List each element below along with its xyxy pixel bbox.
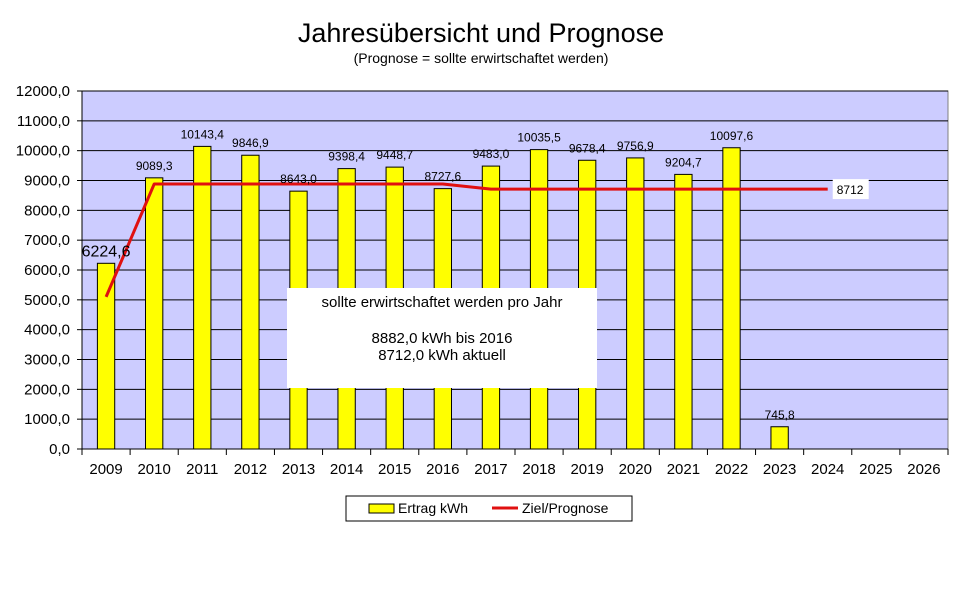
y-tick-label: 2000,0 [24,381,70,398]
bar-data-label: 9089,3 [136,159,173,173]
data-labels: 6224,6 9089,3 10143,4 9846,9 8643,0 9398,4 944… [82,127,795,421]
bar-data-label: 9756,9 [617,139,654,153]
x-tick-label: 2017 [474,461,507,478]
y-tick-label: 10000,0 [16,143,70,160]
x-tick-label: 2018 [522,461,555,478]
x-tick-label: 2019 [570,461,603,478]
x-tick-label: 2011 [186,461,218,478]
y-tick-label: 1000,0 [24,411,70,428]
bar-data-label: 6224,6 [82,243,131,260]
forecast-end-label-box [832,179,869,200]
y-tick-label: 0,0 [49,441,70,458]
x-tick-label: 2014 [330,461,363,478]
y-tick-label: 12000,0 [16,83,70,100]
y-tick-label: 8000,0 [24,202,70,219]
bar [145,177,164,450]
y-tick-label: 4000,0 [24,322,70,339]
x-tick-label: 2016 [426,461,459,478]
bar [674,173,693,450]
bar [96,262,116,450]
gridlines [82,90,948,420]
x-tick-label: 2026 [907,461,940,478]
y-tick-label: 3000,0 [24,352,70,369]
y-axis-ticks: 0,0 1000,0 2000,0 3000,0 4000,0 5000,0 6000,0 7… [16,83,83,458]
forecast-line: 8712 [104,179,869,298]
forecast-line-path [104,182,828,298]
legend-frame [345,495,633,522]
y-tick-label: 5000,0 [24,292,70,309]
x-tick-label: 2022 [715,461,748,478]
bar-data-label: 10143,4 [181,127,225,141]
forecast-end-label: 8712 [837,183,864,197]
annotation-background [287,288,597,388]
bar-data-label: 9204,7 [665,155,702,169]
bar-data-label: 10035,5 [517,131,561,145]
y-tick-label: 7000,0 [24,232,70,249]
bar [770,426,789,450]
bar-data-label: 9398,4 [328,150,365,164]
bar-data-label: 9678,4 [569,141,606,155]
bar-data-label: 9846,9 [232,136,269,150]
chart-title: Jahresübersicht und Prognose [298,18,664,48]
bar-data-label: 10097,6 [710,129,754,143]
bar [193,145,212,450]
bar [626,157,645,450]
x-tick-label: 2013 [282,461,315,478]
legend-swatch-bar [368,503,395,514]
x-tick-label: 2023 [763,461,796,478]
x-tick-label: 2009 [89,461,122,478]
x-tick-label: 2021 [667,461,700,478]
legend: Ertrag kWh Ziel/Prognose [345,495,633,522]
annotation-box: sollte erwirtschaftet werden pro Jahr 88… [287,288,597,388]
x-axis-ticks: 2009 2010 2011 2012 2013 2014 2015 2016 2017 2018… [81,448,949,478]
bar-data-label: 745,8 [765,408,795,422]
x-tick-label: 2012 [234,461,267,478]
annotation-line-3: 8882,0 kWh bis 2016 [372,330,513,347]
bar [241,154,260,450]
y-tick-label: 6000,0 [24,262,70,279]
annotation-line-4: 8712,0 kWh aktuell [378,347,506,364]
x-tick-label: 2025 [859,461,892,478]
legend-label-bar: Ertrag kWh [398,500,468,516]
legend-label-line: Ziel/Prognose [522,500,609,516]
x-tick-label: 2015 [378,461,411,478]
bar-data-label: 8643,0 [280,172,317,186]
x-tick-label: 2024 [811,461,844,478]
bar-data-label: 8727,6 [424,170,461,184]
y-tick-label: 9000,0 [24,173,70,190]
x-tick-label: 2020 [619,461,652,478]
bar-data-label: 9483,0 [473,147,510,161]
annotation-line-1: sollte erwirtschaftet werden pro Jahr [322,294,563,311]
x-tick-label: 2010 [137,461,170,478]
bar-data-label: 9448,7 [376,148,413,162]
bar [722,147,741,450]
y-tick-label: 11000,0 [17,113,70,130]
chart-subtitle: (Prognose = sollte erwirtschaftet werden… [354,50,609,66]
